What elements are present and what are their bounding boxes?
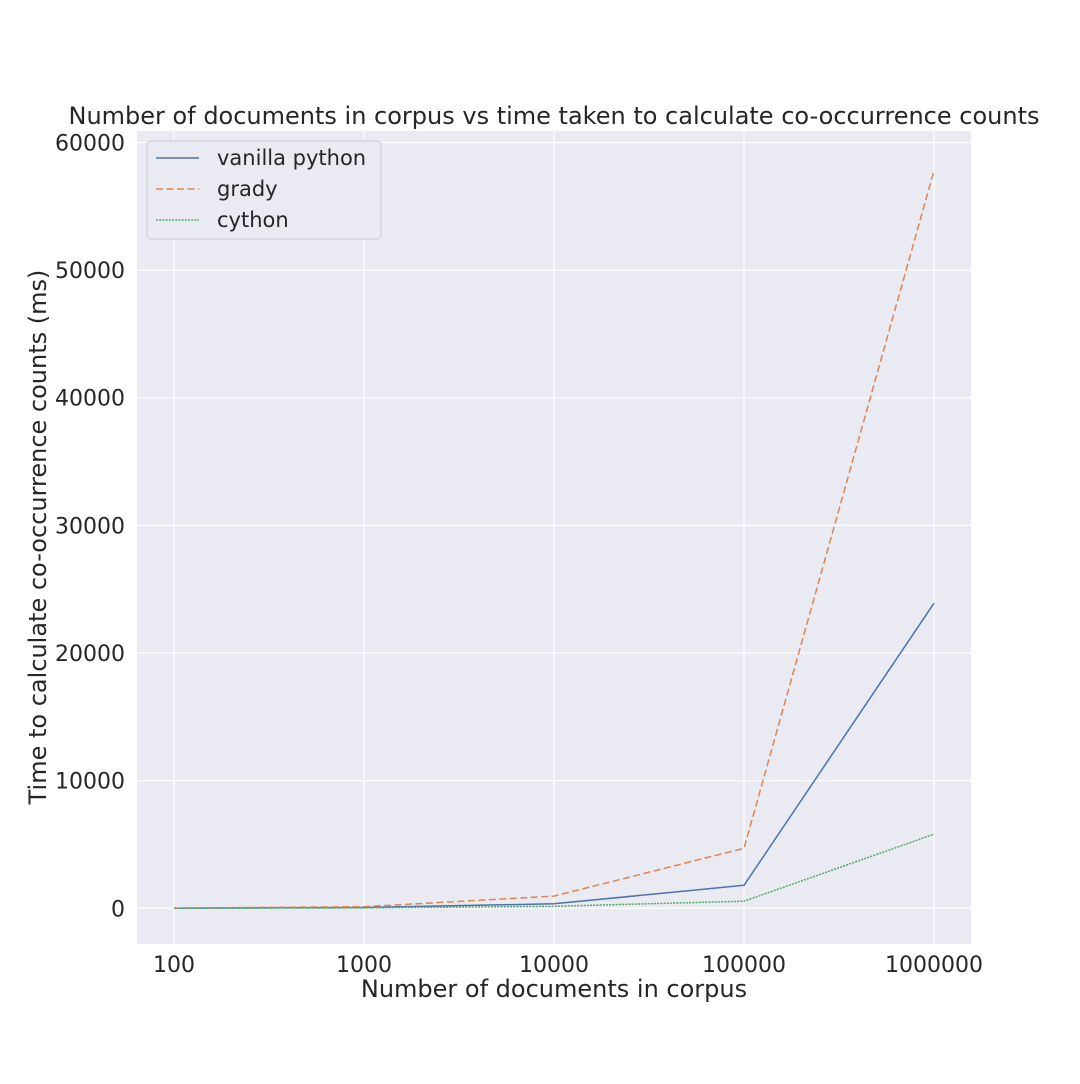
grid-lines — [137, 131, 971, 944]
y-tick-labels: 0 10000 20000 30000 40000 50000 60000 — [55, 131, 125, 922]
y-tick-label: 60000 — [55, 131, 125, 156]
x-tick-label: 1000000 — [885, 953, 983, 978]
x-tick-labels: 100 1000 10000 100000 1000000 — [153, 953, 983, 978]
series-line-2 — [173, 833, 935, 909]
y-tick-label: 50000 — [55, 259, 125, 284]
y-tick-label: 30000 — [55, 514, 125, 539]
x-tick-label: 100000 — [702, 953, 786, 978]
x-tick-label: 1000 — [336, 953, 392, 978]
y-tick-label: 40000 — [55, 387, 125, 412]
x-tick-label: 10000 — [519, 953, 589, 978]
y-tick-label: 20000 — [55, 642, 125, 667]
series-line-1 — [173, 170, 935, 909]
legend-box — [146, 140, 382, 240]
y-tick-label: 10000 — [55, 770, 125, 795]
y-tick-label: 0 — [111, 897, 125, 922]
x-axis-label: Number of documents in corpus — [361, 975, 747, 1003]
y-axis-label: Time to calculate co-occurrence counts (… — [24, 270, 52, 806]
legend: vanilla python grady cython — [146, 140, 382, 240]
series-lines — [173, 170, 935, 909]
x-tick-label: 100 — [153, 953, 195, 978]
legend-label: vanilla python — [217, 146, 366, 170]
chart-title: Number of documents in corpus vs time ta… — [69, 102, 1040, 130]
legend-label: cython — [217, 208, 289, 232]
legend-label: grady — [217, 177, 278, 201]
